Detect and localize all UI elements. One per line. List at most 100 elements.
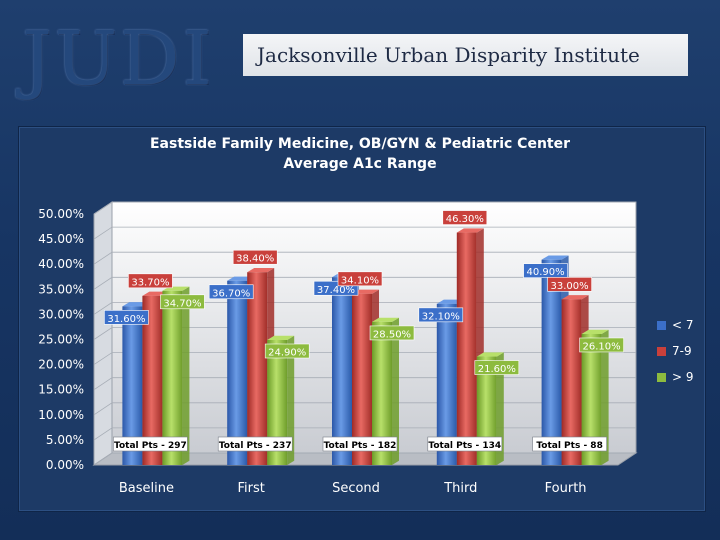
total-pts-box: [113, 436, 188, 452]
bar-top: [541, 255, 569, 260]
data-label-box: [208, 284, 254, 300]
total-pts-box: [217, 436, 293, 452]
y-tick-label: 15.00%: [38, 383, 84, 397]
legend-label-7-to-9: 7-9: [672, 344, 692, 358]
total-pts-label: Total Pts - 134: [428, 441, 501, 451]
bar: [247, 272, 268, 465]
data-label: 34.10%: [341, 275, 379, 286]
data-label-box: [442, 210, 488, 225]
total-pts-label: Total Pts - 182: [324, 441, 397, 451]
bar: [267, 340, 288, 465]
data-label-box: [337, 271, 383, 287]
data-label-box: [104, 310, 149, 325]
x-tick-label: First: [238, 481, 265, 496]
data-label: 24.90%: [268, 348, 306, 359]
data-label: 36.70%: [212, 288, 250, 299]
bar-side: [601, 329, 609, 465]
chart-title-block: Eastside Family Medicine, OB/GYN & Pedia…: [0, 134, 720, 174]
legend-label-above-9: > 9: [672, 370, 694, 384]
data-label-box: [547, 277, 592, 292]
bar: [227, 280, 248, 465]
data-label-box: [128, 273, 173, 289]
y-tick-label: 35.00%: [38, 282, 84, 296]
judi-logo: JUDI: [22, 16, 215, 102]
y-tick-label: 30.00%: [38, 307, 84, 321]
bar-top: [267, 335, 295, 341]
chart-title: Eastside Family Medicine, OB/GYN & Pedia…: [149, 136, 571, 152]
data-label-box: [418, 307, 464, 323]
chart-subtitle: Average A1c Range: [283, 156, 437, 172]
legend-swatch-above-9: [657, 372, 666, 382]
bar: [352, 293, 372, 465]
total-pts-box: [532, 436, 607, 452]
data-label: 33.70%: [131, 277, 169, 288]
y-tick-label: 5.00%: [46, 433, 84, 447]
bar: [122, 306, 143, 465]
y-tick-label: 50.00%: [38, 207, 84, 221]
total-pts-label: Total Pts - 88: [536, 441, 603, 451]
bar-top: [561, 295, 589, 300]
bar-top: [476, 352, 504, 357]
data-label-box: [369, 325, 415, 341]
bar: [541, 259, 562, 465]
gridline: [93, 201, 636, 215]
bar-side: [182, 286, 190, 465]
total-pts-box: [427, 436, 503, 452]
bar-top: [456, 228, 484, 233]
data-label: 21.60%: [478, 364, 516, 375]
data-label: 46.30%: [446, 214, 484, 225]
data-label: 37.40%: [317, 285, 355, 296]
x-tick-label: Fourth: [545, 481, 587, 496]
bar-top: [247, 268, 275, 273]
y-tick-label: 10.00%: [38, 408, 84, 422]
y-tick-label: 25.00%: [38, 333, 84, 347]
y-tick-label: 20.00%: [38, 358, 84, 372]
y-tick-label: 45.00%: [38, 232, 84, 246]
y-tick-label: 0.00%: [46, 458, 84, 472]
bar-top: [372, 317, 399, 322]
legend-item-7-to-9: 7-9: [657, 338, 694, 364]
bar: [142, 295, 163, 465]
data-label-box: [523, 263, 568, 278]
data-label: 40.90%: [527, 267, 565, 278]
y-tick-label: 40.00%: [38, 257, 84, 271]
total-pts-label: Total Pts - 237: [219, 441, 292, 451]
data-label-box: [232, 249, 278, 265]
bar: [372, 321, 392, 465]
data-label: 32.10%: [422, 311, 460, 322]
data-label: 38.40%: [236, 254, 274, 265]
legend-item-above-9: > 9: [657, 364, 694, 390]
data-label: 28.50%: [373, 329, 411, 340]
legend-swatch-below-7: [657, 320, 666, 330]
gridline: [93, 226, 636, 240]
bar: [332, 277, 352, 465]
total-pts-box: [322, 436, 398, 452]
bar-side: [392, 317, 399, 465]
bar: [456, 232, 477, 465]
bar-top: [352, 289, 379, 294]
chart-legend: < 7 7-9 > 9: [657, 312, 694, 390]
data-label: 34.70%: [163, 298, 201, 309]
data-label: 33.00%: [551, 281, 589, 292]
data-label: 31.60%: [107, 314, 145, 325]
bar: [162, 290, 183, 465]
legend-swatch-7-to-9: [657, 346, 666, 356]
legend-label-below-7: < 7: [672, 318, 694, 332]
x-tick-label: Second: [332, 481, 380, 496]
total-pts-label: Total Pts - 297: [114, 441, 187, 451]
data-label-box: [579, 337, 624, 353]
bar-side: [287, 335, 295, 465]
bar: [561, 299, 582, 465]
x-tick-label: Third: [443, 481, 477, 496]
data-label-box: [264, 343, 310, 359]
data-label-box: [160, 294, 205, 310]
bar: [581, 333, 602, 465]
legend-item-below-7: < 7: [657, 312, 694, 338]
bar-top: [581, 329, 609, 334]
data-label: 26.10%: [583, 341, 621, 352]
x-tick-label: Baseline: [119, 481, 174, 496]
institute-banner: Jacksonville Urban Disparity Institute: [243, 34, 688, 76]
bar: [436, 303, 457, 465]
data-label-box: [474, 360, 520, 375]
